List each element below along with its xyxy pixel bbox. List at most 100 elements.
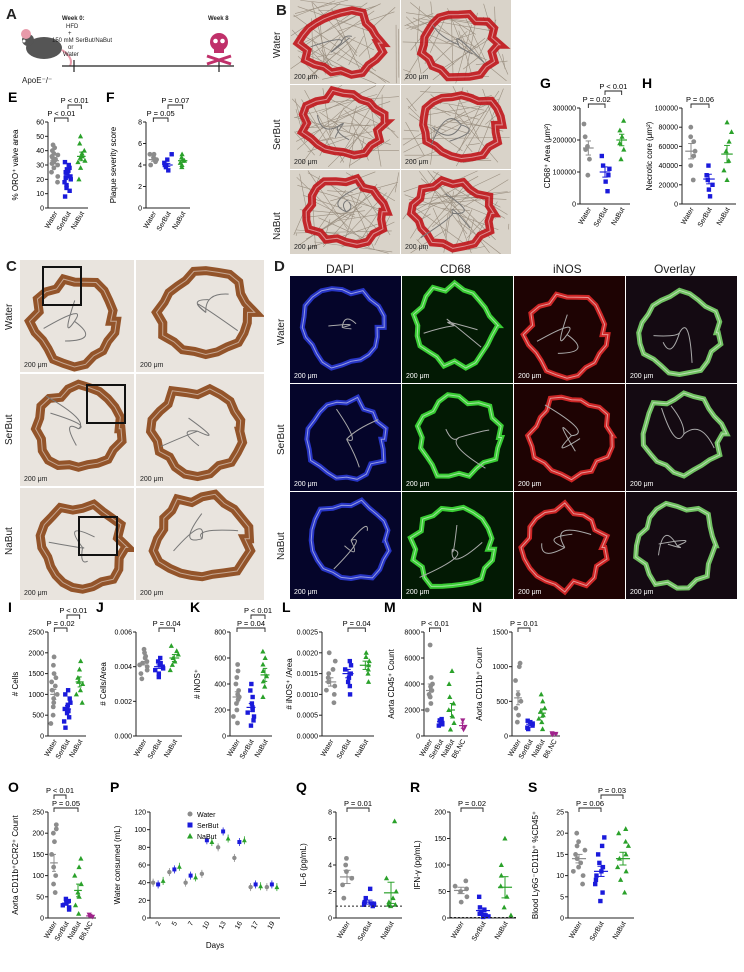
data-point: [253, 882, 258, 887]
y-tick-label: 0: [328, 916, 332, 923]
y-axis-label: Aorta CD45⁺ Count: [387, 648, 396, 718]
significance-bracket: [346, 807, 370, 812]
data-point: [618, 156, 624, 162]
data-point: [260, 648, 266, 654]
zoom-box-nabut: [78, 516, 118, 556]
data-point: [344, 855, 349, 861]
x-tick-label: 17: [250, 920, 260, 930]
data-point: [348, 663, 354, 668]
data-point: [62, 180, 67, 185]
data-point: [498, 862, 504, 867]
scale-bar-label: 200 μm: [518, 481, 542, 488]
data-point: [342, 667, 348, 672]
oro-image-water-1: 200 μm: [290, 0, 400, 84]
scale-bar-label: 200 μm: [406, 373, 430, 380]
schematic-week0: Week 0:: [62, 16, 85, 22]
data-point: [363, 654, 369, 659]
data-point: [78, 165, 84, 170]
data-point: [50, 830, 56, 836]
significance-bracket: [167, 104, 184, 109]
scale-bar-label: 200 μm: [294, 373, 318, 380]
y-tick-label: 200: [214, 708, 226, 715]
data-point: [513, 705, 519, 711]
schematic-mouse-label: ApoE⁻/⁻: [22, 76, 53, 85]
x-tick-label: NaBut: [172, 210, 188, 230]
x-tick-label: SerBut: [357, 920, 374, 942]
data-point: [248, 723, 254, 728]
x-axis-label: Days: [206, 941, 224, 950]
data-point: [458, 899, 464, 905]
significance-bracket: [53, 794, 67, 799]
data-point: [158, 661, 163, 666]
data-point: [167, 667, 173, 673]
data-point: [460, 718, 466, 724]
data-point: [525, 725, 530, 730]
y-tick-label: 4: [328, 863, 332, 870]
data-point: [55, 179, 60, 185]
data-point: [623, 838, 629, 844]
data-point: [331, 692, 337, 697]
data-point: [392, 901, 398, 907]
data-point: [49, 852, 55, 857]
data-point: [167, 869, 172, 875]
data-point: [365, 679, 372, 684]
significance-bracket: [66, 614, 81, 619]
p-value-label: P = 0.07: [161, 96, 189, 105]
data-point: [260, 668, 266, 673]
scale-bar-label: 200 μm: [294, 481, 318, 488]
data-point: [156, 671, 162, 676]
panel-letter: S: [528, 779, 537, 795]
data-point: [79, 699, 85, 705]
data-point: [617, 140, 623, 146]
data-point: [55, 174, 61, 179]
data-point: [49, 169, 54, 175]
data-point: [221, 829, 226, 834]
data-point: [514, 719, 520, 725]
data-point: [594, 873, 599, 878]
chart-h: H 0 20000 40000 60000 80000 100000 Necrotic cor…: [642, 75, 736, 229]
data-point: [215, 845, 221, 850]
significance-bracket: [429, 627, 441, 632]
x-tick-label: NaBut: [69, 738, 85, 758]
scale-bar-label: 200 μm: [140, 476, 164, 483]
data-point: [388, 903, 394, 909]
data-point: [250, 707, 255, 713]
data-point: [323, 687, 329, 693]
data-point: [688, 163, 694, 168]
data-point: [530, 721, 535, 726]
y-axis-label: # Cells: [11, 672, 20, 696]
data-point: [234, 675, 240, 680]
data-point: [600, 890, 605, 895]
data-point: [447, 694, 453, 699]
y-tick-label: 0: [674, 202, 678, 209]
chart-p: P 0 20 40 60 80 100 120 Water consumed (mL) 2 5 7 10…: [110, 779, 280, 950]
data-point: [439, 716, 444, 722]
data-point: [449, 668, 455, 673]
mouse-icon: [21, 29, 72, 67]
y-tick-label: 2000: [404, 708, 420, 715]
y-tick-label: 600: [214, 656, 226, 663]
x-tick-label: 5: [171, 920, 179, 927]
data-point: [162, 160, 167, 166]
data-point: [428, 701, 434, 706]
y-tick-label: 20: [36, 177, 44, 184]
data-point: [597, 860, 602, 866]
data-point: [593, 881, 598, 887]
y-tick-label: 200000: [553, 138, 576, 145]
y-tick-label: 10: [36, 191, 44, 198]
y-tick-label: 60: [36, 120, 44, 127]
y-tick-label: 800: [214, 630, 226, 637]
scale-bar-label: 200 μm: [518, 373, 542, 380]
column-label-overlay: Overlay: [654, 262, 696, 276]
y-tick-label: 500: [32, 713, 44, 720]
legend-label: SerBut: [197, 823, 218, 830]
data-point: [48, 721, 54, 726]
ihc-image-nabut-full: 200 μm: [20, 488, 134, 600]
panel-letter-b: B: [276, 2, 287, 19]
x-tick-label: SerBut: [593, 206, 610, 228]
fluor-image-water-overlay: 200 μm: [626, 276, 737, 383]
data-point: [428, 675, 434, 680]
data-point: [581, 121, 587, 127]
data-point: [241, 837, 247, 843]
